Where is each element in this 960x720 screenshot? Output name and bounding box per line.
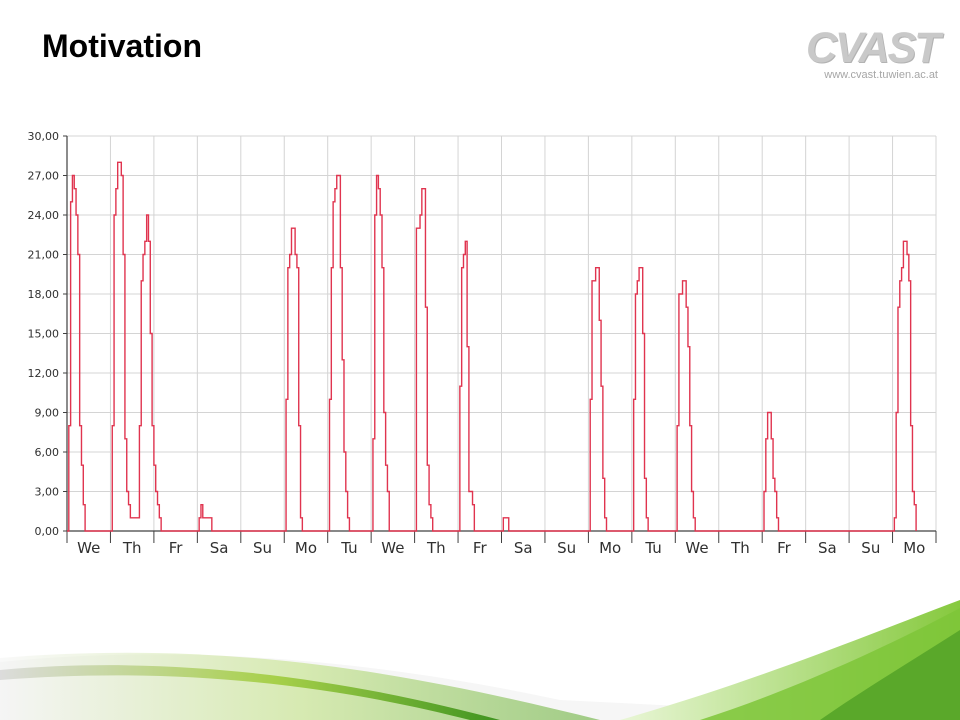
x-tick-label: Sa <box>818 539 837 557</box>
x-tick-label: Th <box>122 539 142 557</box>
y-tick-label: 21,00 <box>28 249 60 262</box>
x-tick-label: Tu <box>340 539 357 557</box>
x-tick-label: Su <box>861 539 880 557</box>
x-tick-label: Tu <box>644 539 661 557</box>
series-line <box>67 161 917 532</box>
chart-grid <box>66 135 937 532</box>
slide-title: Motivation <box>42 28 202 64</box>
x-tick-label: Th <box>730 539 750 557</box>
y-tick-label: 15,00 <box>28 328 60 341</box>
x-tick-label: Sa <box>514 539 533 557</box>
y-tick-labels: 0,00 3,00 6,00 9,00 12,00 15,00 18,00 21,00 24,0… <box>28 130 60 538</box>
y-tick-label: 12,00 <box>28 367 60 380</box>
y-tick-label: 9,00 <box>35 407 60 420</box>
hourly-line-chart: 0,00 3,00 6,00 9,00 12,00 15,00 18,00 21,00 24,0… <box>28 130 937 557</box>
logo-url: www.cvast.tuwien.ac.at <box>824 69 938 81</box>
chart-axes <box>63 135 937 543</box>
x-tick-label: We <box>381 539 404 557</box>
x-tick-label: Fr <box>473 539 488 557</box>
x-tick-label: Fr <box>169 539 184 557</box>
logo-wordmark: CVAST <box>806 24 941 72</box>
x-tick-label: Su <box>557 539 576 557</box>
y-tick-label: 30,00 <box>28 130 60 143</box>
y-tick-label: 18,00 <box>28 288 60 301</box>
x-tick-label: We <box>685 539 708 557</box>
x-tick-label: Su <box>253 539 272 557</box>
cvast-logo: CVAST www.cvast.tuwien.ac.at <box>806 24 941 86</box>
y-tick-label: 0,00 <box>35 525 60 538</box>
x-tick-labels: We Th Fr Sa Su Mo Tu We Th Fr Sa Su Mo Tu We Th Fr Sa Su Mo <box>77 539 925 557</box>
green-swoosh-decoration <box>0 600 960 720</box>
x-tick-label: Sa <box>210 539 229 557</box>
y-tick-label: 24,00 <box>28 209 60 222</box>
x-tick-label: We <box>77 539 100 557</box>
x-tick-label: Mo <box>903 539 925 557</box>
y-tick-label: 3,00 <box>35 486 60 499</box>
y-tick-label: 6,00 <box>35 446 60 459</box>
x-tick-label: Mo <box>295 539 317 557</box>
y-tick-label: 27,00 <box>28 170 60 183</box>
x-tick-label: Fr <box>777 539 792 557</box>
x-tick-label: Th <box>426 539 446 557</box>
x-tick-label: Mo <box>599 539 621 557</box>
